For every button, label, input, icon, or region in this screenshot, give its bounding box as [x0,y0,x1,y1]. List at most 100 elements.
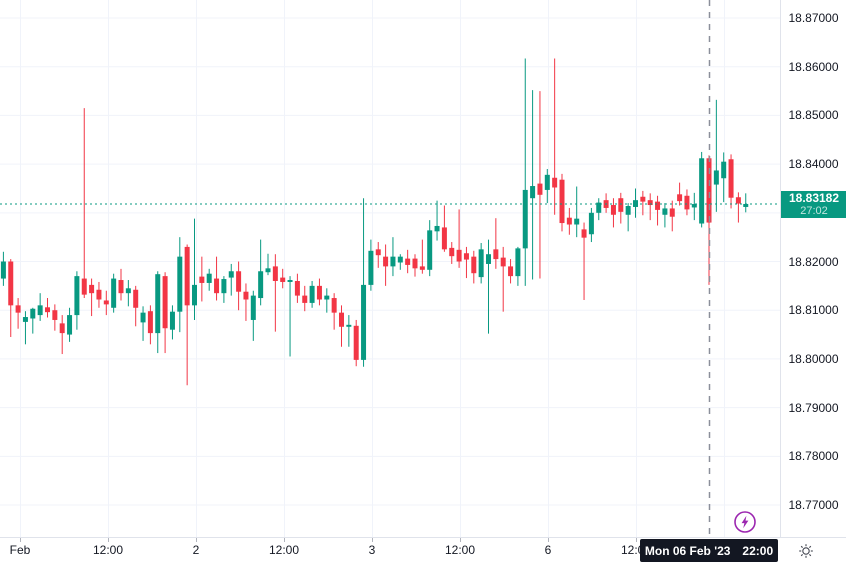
candle-body [588,212,594,235]
candle-body [111,278,117,308]
time-axis-label: 12:00 [92,543,124,557]
time-axis-tick [196,538,197,542]
time-axis-tick [284,538,285,542]
candle-body [59,323,65,334]
candle-body [30,308,36,319]
candle-body [140,312,146,323]
candle-body [559,179,565,224]
candle-body [199,276,205,283]
candle-body [309,285,315,303]
price-axis-label: 18.78000 [788,449,839,464]
candle-body [743,203,749,207]
candle-body [500,257,506,267]
time-axis-tick [548,538,549,542]
candle-body [405,258,411,265]
candle-body [493,249,499,260]
candle-body [434,225,440,232]
settings-gear-icon [797,544,815,563]
candle-body [522,189,528,249]
time-axis-label: 12:00 [268,543,300,557]
price-axis[interactable]: 18.83182 27:02 18.87000 18.86000 18.85000 1… [780,0,846,537]
candle-body [0,261,6,279]
candle-body [353,325,359,360]
candle-body [37,305,43,316]
candle-body [316,285,322,300]
candle-body [52,310,58,320]
time-axis-tick [20,538,21,542]
candle-body [566,217,572,225]
candle-body [221,279,227,294]
candle-body [544,174,550,190]
candle-body [67,315,73,335]
candle-body [383,256,389,267]
price-axis-label: 18.77000 [788,498,839,513]
candle-body [169,311,175,330]
candle-body [361,284,367,360]
candle-body [486,254,491,264]
chart-plot-area[interactable] [0,0,780,537]
candle-body [346,324,352,327]
time-axis[interactable]: Feb 12:00 2 12:00 3 12:00 6 12:00 Mon 06 Feb '2… [0,537,846,563]
candle-body [280,277,286,282]
candle-body [662,208,668,215]
time-axis-label: Feb [9,543,31,557]
candle-body [713,170,719,185]
candle-body [133,289,139,308]
candle-body [706,158,712,223]
candle-body [508,266,514,277]
candle-body [236,271,242,292]
candle-body [640,196,646,202]
candle-body [618,198,624,212]
lightning-icon [733,510,757,534]
candle-body [96,289,102,300]
candle-body [625,205,631,215]
candle-body [368,250,374,285]
candle-body [419,266,425,270]
candle-body [22,317,28,322]
axis-settings-button[interactable] [797,542,815,560]
candle-body [89,284,95,294]
candle-body [412,258,418,269]
price-axis-label: 18.81000 [788,303,839,318]
candle-body [375,249,381,256]
candle-body [471,256,477,274]
time-axis-label: 12:00 [444,543,476,557]
bar-countdown: 27:02 [800,204,828,217]
candle-body [456,249,462,262]
candle-body [728,159,734,198]
quick-trade-button[interactable] [733,510,757,534]
candlestick-canvas [0,0,780,537]
candle-body [258,271,264,299]
candle-body [669,208,675,217]
candle-body [684,195,690,210]
candle-body [243,291,249,300]
candle-body [184,246,190,306]
candle-body [537,183,543,195]
candle-body [192,284,197,306]
current-price-value: 18.83182 [788,190,840,205]
grid [0,0,780,537]
candle-body [677,194,683,202]
candle-body [206,273,212,283]
candle-body [647,200,653,206]
time-axis-tick [460,538,461,542]
candle-body [699,158,705,224]
candle-body [265,268,271,273]
candle-body [324,295,330,300]
candle-body [331,298,337,313]
candle-body [125,288,131,294]
candle-body [478,249,484,278]
candle-body [721,161,727,179]
candle-body [118,280,124,294]
candle-body [552,177,558,188]
candle-body [515,248,521,277]
time-axis-tick [636,538,637,542]
candle-body [147,311,153,334]
price-axis-label: 18.79000 [788,400,839,415]
candle-body [397,256,403,263]
price-axis-label: 18.80000 [788,351,839,366]
candle-body [581,229,587,238]
candle-body [691,204,697,208]
candle-body [228,271,234,278]
